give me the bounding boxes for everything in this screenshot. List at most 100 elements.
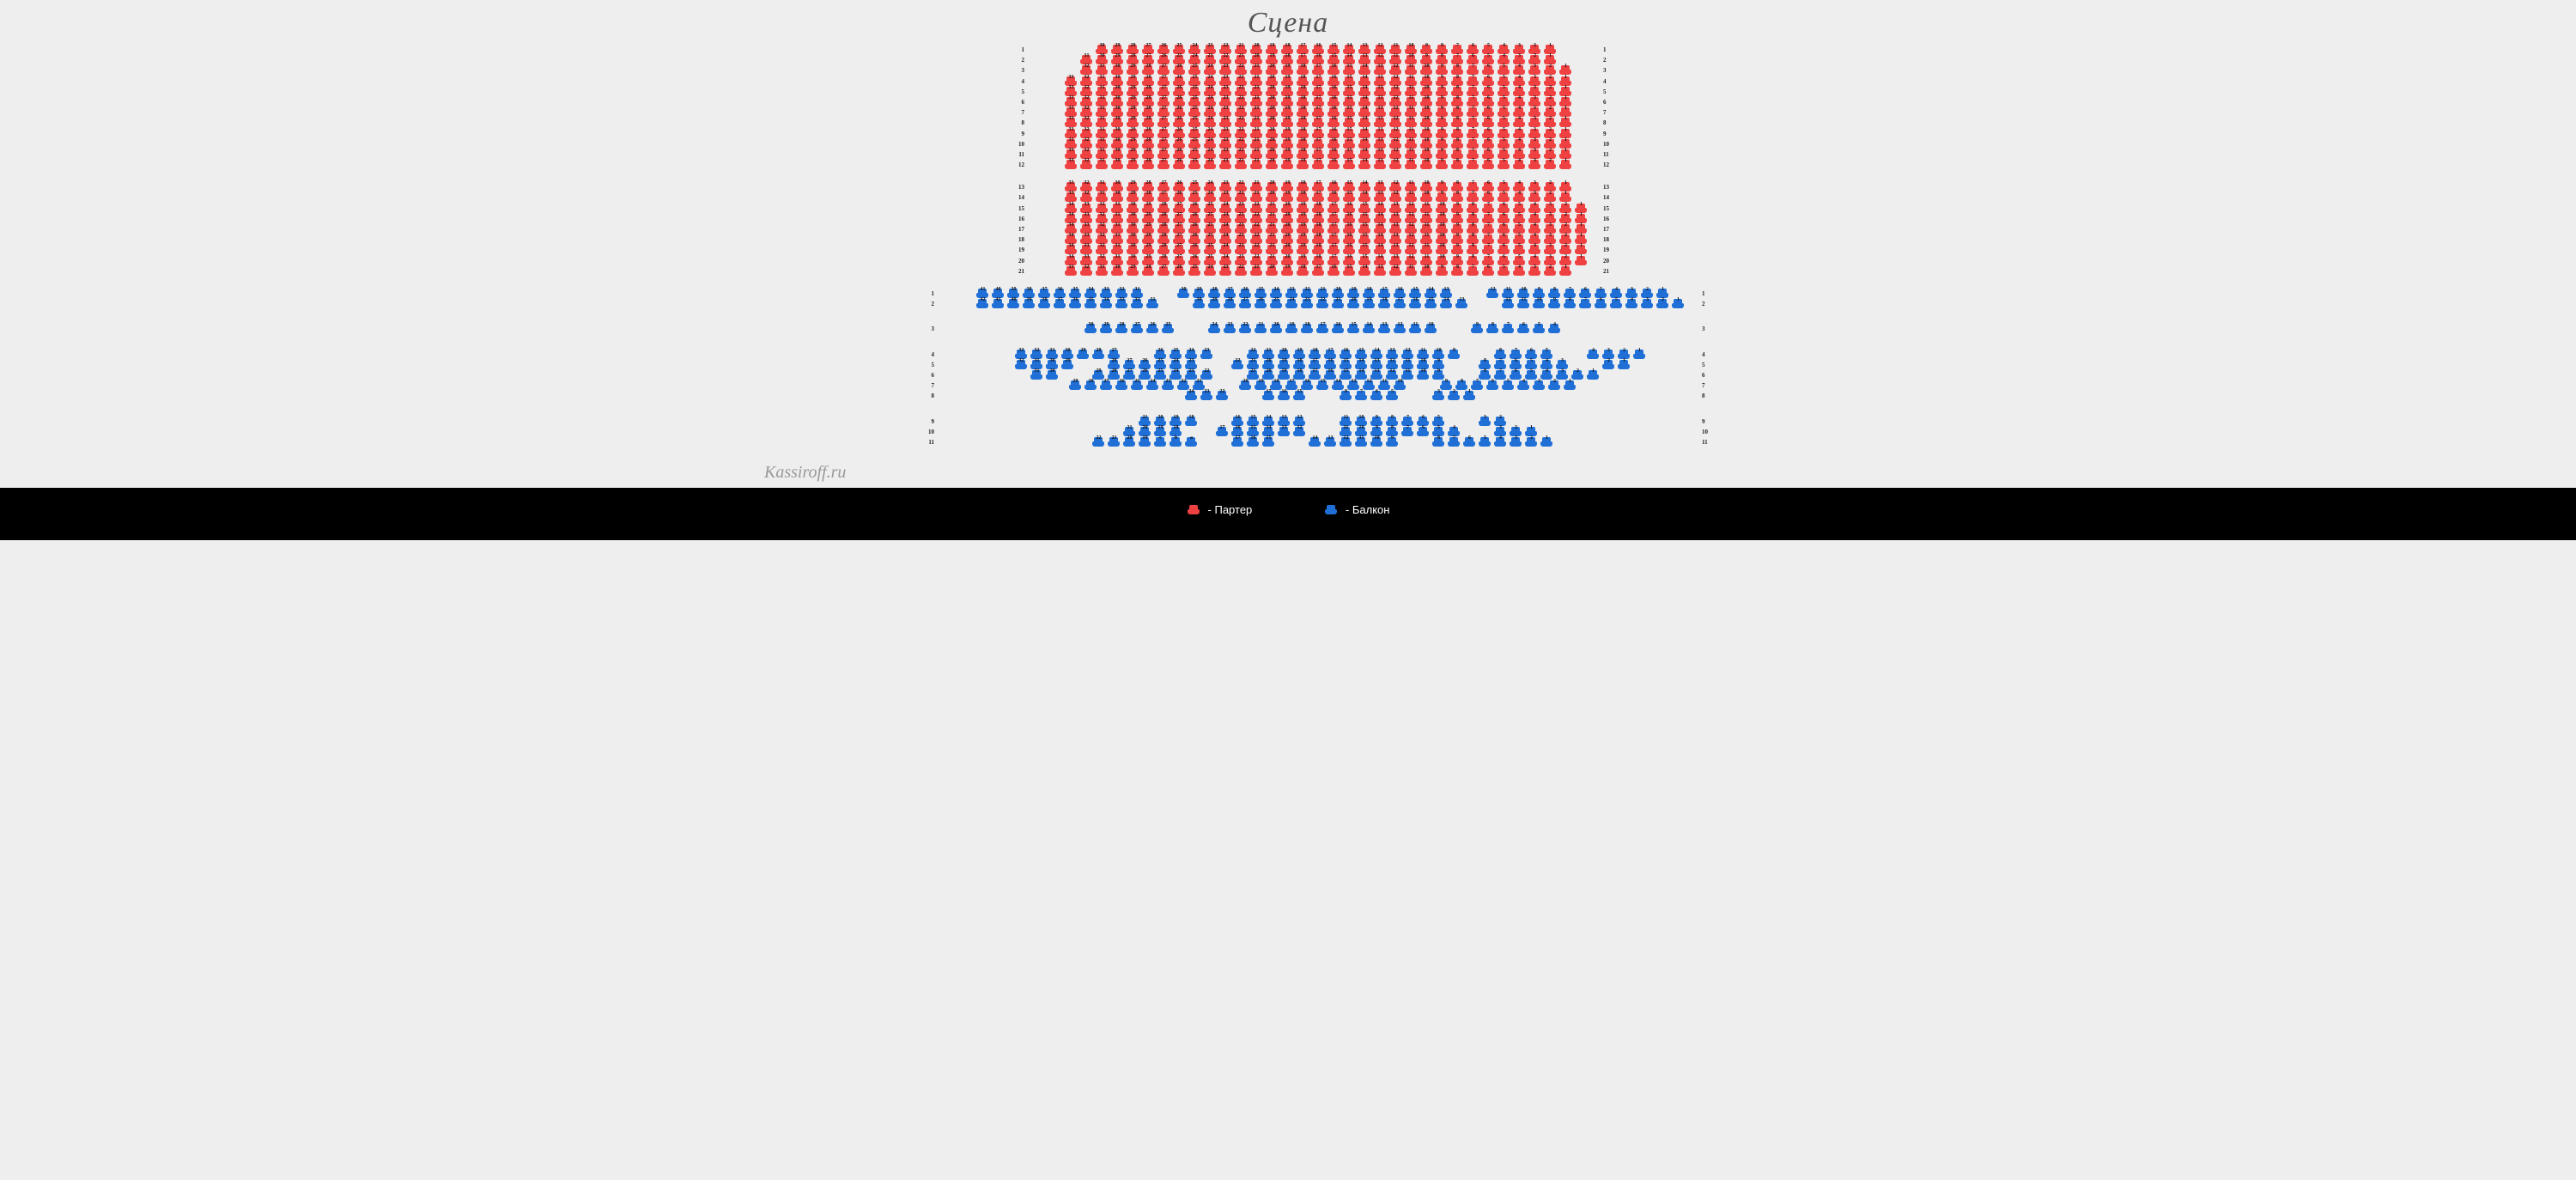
seat[interactable]: 30 (1084, 324, 1098, 334)
seat[interactable]: 21 (1331, 299, 1346, 309)
seat[interactable]: 5 (1481, 55, 1496, 65)
seat[interactable]: 33 (1064, 97, 1078, 107)
seat[interactable]: 20 (1265, 76, 1279, 87)
seat[interactable]: 2 (1543, 65, 1558, 76)
seat[interactable]: 8 (1450, 129, 1465, 139)
seat[interactable]: 35 (1068, 289, 1083, 299)
seat[interactable]: 21 (1234, 45, 1249, 55)
seat[interactable]: 34 (1084, 289, 1098, 299)
seat[interactable]: 32 (1014, 360, 1029, 370)
seat[interactable]: 28 (1126, 55, 1140, 65)
seat[interactable]: 6 (1466, 55, 1480, 65)
seat[interactable]: 8 (1339, 391, 1353, 401)
seat[interactable]: 36 (1053, 289, 1067, 299)
seat[interactable]: 19 (1138, 437, 1152, 447)
seat[interactable]: 27 (1122, 360, 1137, 370)
seat[interactable]: 7 (1466, 266, 1480, 277)
seat[interactable]: 19 (1169, 417, 1183, 427)
seat[interactable]: 6 (1481, 149, 1496, 160)
seat[interactable]: 19 (1296, 224, 1310, 234)
seat[interactable]: 32 (1079, 160, 1094, 170)
seat[interactable]: 16 (1311, 45, 1326, 55)
seat[interactable]: 23 (1218, 149, 1233, 160)
seat[interactable]: 10 (1419, 118, 1434, 128)
seat[interactable]: 16 (1393, 289, 1407, 299)
seat[interactable]: 19 (1280, 182, 1295, 192)
seat[interactable]: 17 (1327, 245, 1341, 255)
seat[interactable]: 2 (1543, 118, 1558, 128)
seat[interactable]: 9 (1435, 192, 1449, 203)
seat[interactable]: 31 (1110, 234, 1125, 245)
seat[interactable]: 19 (1280, 65, 1295, 76)
seat[interactable]: 12 (1404, 214, 1419, 224)
seat[interactable]: 22 (1249, 204, 1264, 214)
seat[interactable]: 31 (1095, 149, 1109, 160)
seat[interactable]: 20 (1280, 245, 1295, 255)
seat[interactable]: 19 (1285, 324, 1299, 334)
seat[interactable]: 24 (1203, 149, 1218, 160)
seat[interactable]: 15 (1358, 245, 1372, 255)
seat[interactable]: 32 (1095, 256, 1109, 266)
seat[interactable]: 5 (1512, 245, 1527, 255)
seat[interactable]: 12 (1339, 437, 1353, 447)
seat[interactable]: 9 (1435, 129, 1449, 139)
seat[interactable]: 29 (1126, 192, 1140, 203)
seat[interactable]: 4 (1528, 245, 1542, 255)
seat[interactable]: 5 (1478, 437, 1492, 447)
seat[interactable]: 11 (1419, 234, 1434, 245)
seat[interactable]: 14 (1354, 360, 1369, 370)
seat[interactable]: 18 (1296, 192, 1310, 203)
seat[interactable]: 30 (1110, 107, 1125, 118)
seat[interactable]: 5 (1512, 204, 1527, 214)
seat[interactable]: 7 (1466, 118, 1480, 128)
seat[interactable]: 10 (1419, 266, 1434, 277)
seat[interactable]: 19 (1280, 139, 1295, 149)
seat[interactable]: 8 (1450, 107, 1465, 118)
seat[interactable]: 21 (1249, 87, 1264, 97)
seat[interactable]: 8 (1450, 266, 1465, 277)
seat[interactable]: 10 (1424, 324, 1438, 334)
seat[interactable]: 20 (1265, 97, 1279, 107)
seat[interactable]: 32 (1079, 129, 1094, 139)
seat[interactable]: 3 (1528, 118, 1542, 128)
seat[interactable]: 23 (1203, 45, 1218, 55)
seat[interactable]: 17 (1308, 360, 1322, 370)
seat[interactable]: 3 (1528, 107, 1542, 118)
seat[interactable]: 18 (1311, 214, 1326, 224)
seat[interactable]: 18 (1296, 139, 1310, 149)
seat[interactable]: 20 (1346, 299, 1361, 309)
seat[interactable]: 31 (1030, 370, 1044, 380)
seat[interactable]: 9 (1431, 370, 1446, 380)
seat[interactable]: 22 (1176, 380, 1191, 391)
seat[interactable]: 20 (1265, 182, 1279, 192)
seat[interactable]: 3 (1543, 245, 1558, 255)
seat[interactable]: 31 (1045, 350, 1060, 360)
seat[interactable]: 15 (1292, 391, 1307, 401)
seat[interactable]: 18 (1280, 45, 1295, 55)
seat[interactable]: 22 (1238, 324, 1253, 334)
seat[interactable]: 9 (1370, 417, 1384, 427)
seat[interactable]: 22 (1300, 289, 1315, 299)
seat[interactable]: 33 (1064, 192, 1078, 203)
seat[interactable]: 29 (1126, 65, 1140, 76)
seat[interactable]: 18 (1300, 324, 1315, 334)
seat[interactable]: 1 (1574, 214, 1589, 224)
seat[interactable]: 2 (1524, 437, 1539, 447)
seat[interactable]: 13 (1373, 182, 1388, 192)
seat[interactable]: 10 (1354, 427, 1369, 437)
seat[interactable]: 37 (1053, 299, 1067, 309)
seat[interactable]: 33 (1064, 118, 1078, 128)
seat[interactable]: 26 (1188, 224, 1202, 234)
seat[interactable]: 11 (1404, 76, 1419, 87)
seat[interactable]: 27 (1157, 107, 1171, 118)
seat[interactable]: 13 (1370, 370, 1384, 380)
seat[interactable]: 33 (1064, 129, 1078, 139)
seat[interactable]: 20 (1265, 192, 1279, 203)
seat[interactable]: 14 (1342, 45, 1357, 55)
seat[interactable]: 34 (1064, 204, 1078, 214)
seat[interactable]: 10 (1419, 97, 1434, 107)
seat[interactable]: 26 (1172, 65, 1187, 76)
seat[interactable]: 1 (1540, 437, 1554, 447)
seat[interactable]: 2 (1547, 380, 1562, 391)
seat[interactable]: 14 (1373, 256, 1388, 266)
